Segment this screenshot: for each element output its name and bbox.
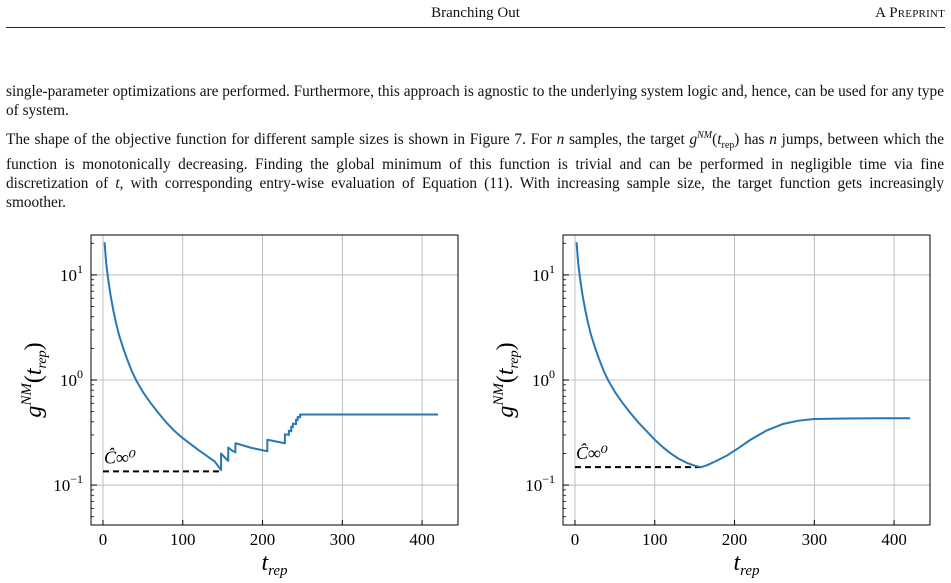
y-tick-label: 101 [60,262,83,285]
x-tick-label: 300 [802,530,828,549]
x-tick-label: 300 [330,530,356,549]
y-tick-label: 100 [532,367,555,390]
paragraph-2: The shape of the objective function for … [6,130,944,212]
annotation-label: Ĉ∞⁰ [576,442,608,463]
y-tick-label: 101 [532,262,555,285]
x-tick-label: 400 [881,530,907,549]
y-axis-label: gNM(trep) [19,342,50,417]
x-tick-label: 400 [409,530,435,549]
x-axis-label: trep [733,550,760,579]
x-axis-label: trep [261,550,288,579]
annotation-label: Ĉ∞⁰ [104,446,136,467]
paragraph-1: single-parameter optimizations are perfo… [6,83,944,119]
x-tick-label: 0 [571,530,580,549]
x-tick-label: 200 [250,530,276,549]
series-line [103,242,439,472]
y-axis-label: gNM(trep) [491,342,522,417]
y-tick-label: 10−1 [53,472,83,495]
chart-right: 0 100 200 300 400 10−1 100 101 trep gNM(trep) Ĉ∞⁰ [491,234,931,579]
x-tick-label: 0 [99,530,108,549]
x-tick-label: 100 [170,530,196,549]
y-tick-label: 10−1 [525,472,555,495]
x-tick-label: 100 [642,530,668,549]
preprint-label: A Preprint [875,5,945,21]
page-header: Branching Out A Preprint [0,0,951,28]
x-tick-label: 200 [722,530,748,549]
running-title: Branching Out [431,5,520,21]
chart-left: 0 100 200 300 400 10−1 100 101 trep gNM(trep) Ĉ∞⁰ [19,234,459,579]
header-rule [6,27,945,28]
y-tick-label: 100 [60,367,83,390]
series-line [575,242,911,469]
